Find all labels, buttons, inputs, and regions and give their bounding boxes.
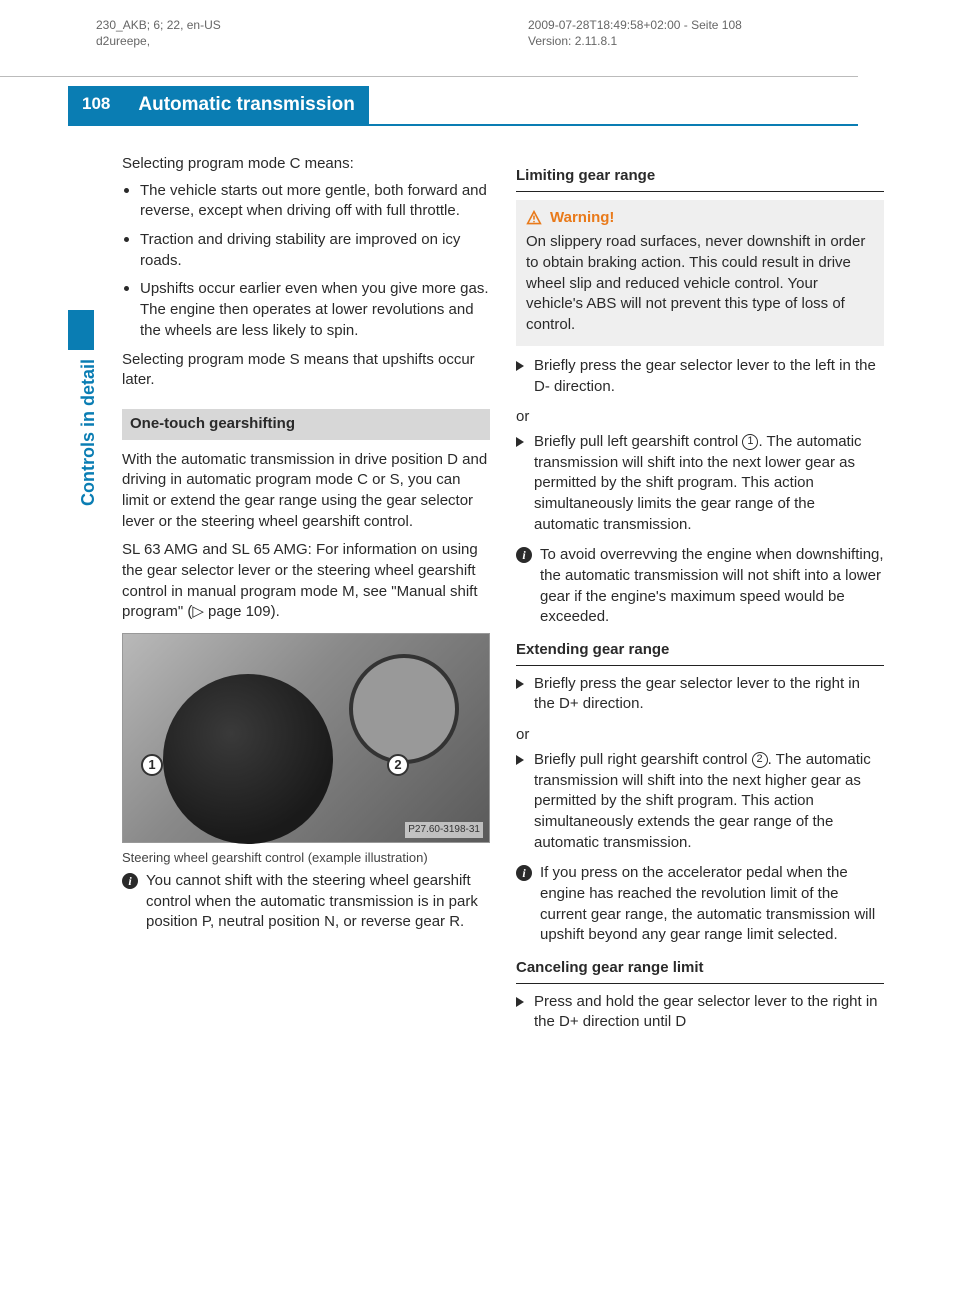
heading-canceling: Canceling gear range limit [516,958,884,979]
lim-step-1: Briefly press the gear selector lever to… [516,356,884,397]
info-text: You cannot shift with the steering wheel… [146,872,478,930]
ext-step-1: Briefly press the gear selector lever to… [516,674,884,715]
right-column: Limiting gear range Warning! On slippery… [516,154,884,1043]
onetouch-p2: SL 63 AMG and SL 65 AMG: For information… [122,540,490,623]
left-column: Selecting program mode C means: The vehi… [122,154,490,1043]
heading-limiting: Limiting gear range [516,166,884,187]
side-tab-marker [68,310,94,350]
rule-limiting [516,191,884,192]
bullet-2: Traction and driving stability are impro… [122,230,490,271]
meta-left-1: 230_AKB; 6; 22, en-US [96,18,221,34]
section-onetouch: One-touch gearshifting [122,409,490,440]
figure-wheel [163,674,333,844]
page-number: 108 [68,86,124,124]
warning-header: Warning! [526,208,874,229]
page-title: Automatic transmission [124,86,368,124]
circled-1: 1 [742,434,758,450]
info-cannot-shift: i You cannot shift with the steering whe… [122,871,490,933]
info-overrev-text: To avoid overrevving the engine when dow… [540,546,884,625]
info-accelerator-text: If you press on the accelerator pedal wh… [540,864,875,943]
cancel-step: Press and hold the gear selector lever t… [516,992,884,1033]
figure-caption: Steering wheel gearshift control (exampl… [122,849,490,867]
info-overrev: i To avoid overrevving the engine when d… [516,545,884,628]
info-accelerator: i If you press on the accelerator pedal … [516,863,884,946]
c-bullets: The vehicle starts out more gentle, both… [122,181,490,342]
or-1: or [516,407,884,428]
warning-box: Warning! On slippery road surfaces, neve… [516,200,884,346]
bullet-3: Upshifts occur earlier even when you giv… [122,279,490,341]
rule-top [0,76,858,77]
meta-right-1: 2009-07-28T18:49:58+02:00 - Seite 108 [528,18,742,34]
warning-body: On slippery road surfaces, never downshi… [526,232,874,335]
figure-steering-wheel: 1 2 P27.60-3198-31 [122,633,490,843]
rule-canceling [516,983,884,984]
page-header: 108 Automatic transmission [68,86,858,126]
figure-code: P27.60-3198-31 [405,822,483,838]
side-tab-text: Controls in detail [76,359,101,506]
content: Selecting program mode C means: The vehi… [122,154,884,1043]
side-tab: Controls in detail [68,310,94,506]
meta-left: 230_AKB; 6; 22, en-US d2ureepe, [96,18,221,49]
meta-right-2: Version: 2.11.8.1 [528,34,742,50]
circled-2: 2 [752,752,768,768]
figure-callout-1: 1 [141,754,163,776]
intro-c: Selecting program mode C means: [122,154,490,175]
or-2: or [516,725,884,746]
lim-step-2: Briefly pull left gearshift control 1. T… [516,432,884,535]
info-icon: i [516,865,532,881]
info-icon: i [122,873,138,889]
warning-title: Warning! [550,208,614,229]
bullet-1: The vehicle starts out more gentle, both… [122,181,490,222]
ext-step-2: Briefly pull right gearshift control 2. … [516,750,884,853]
meta-right: 2009-07-28T18:49:58+02:00 - Seite 108 Ve… [528,18,742,49]
rule-extending [516,665,884,666]
s-means: Selecting program mode S means that upsh… [122,350,490,391]
figure-zoom [349,654,459,764]
heading-extending: Extending gear range [516,640,884,661]
figure-callout-2: 2 [387,754,409,776]
info-icon: i [516,547,532,563]
meta-left-2: d2ureepe, [96,34,221,50]
warning-icon [526,210,542,226]
onetouch-p1: With the automatic transmission in drive… [122,450,490,533]
